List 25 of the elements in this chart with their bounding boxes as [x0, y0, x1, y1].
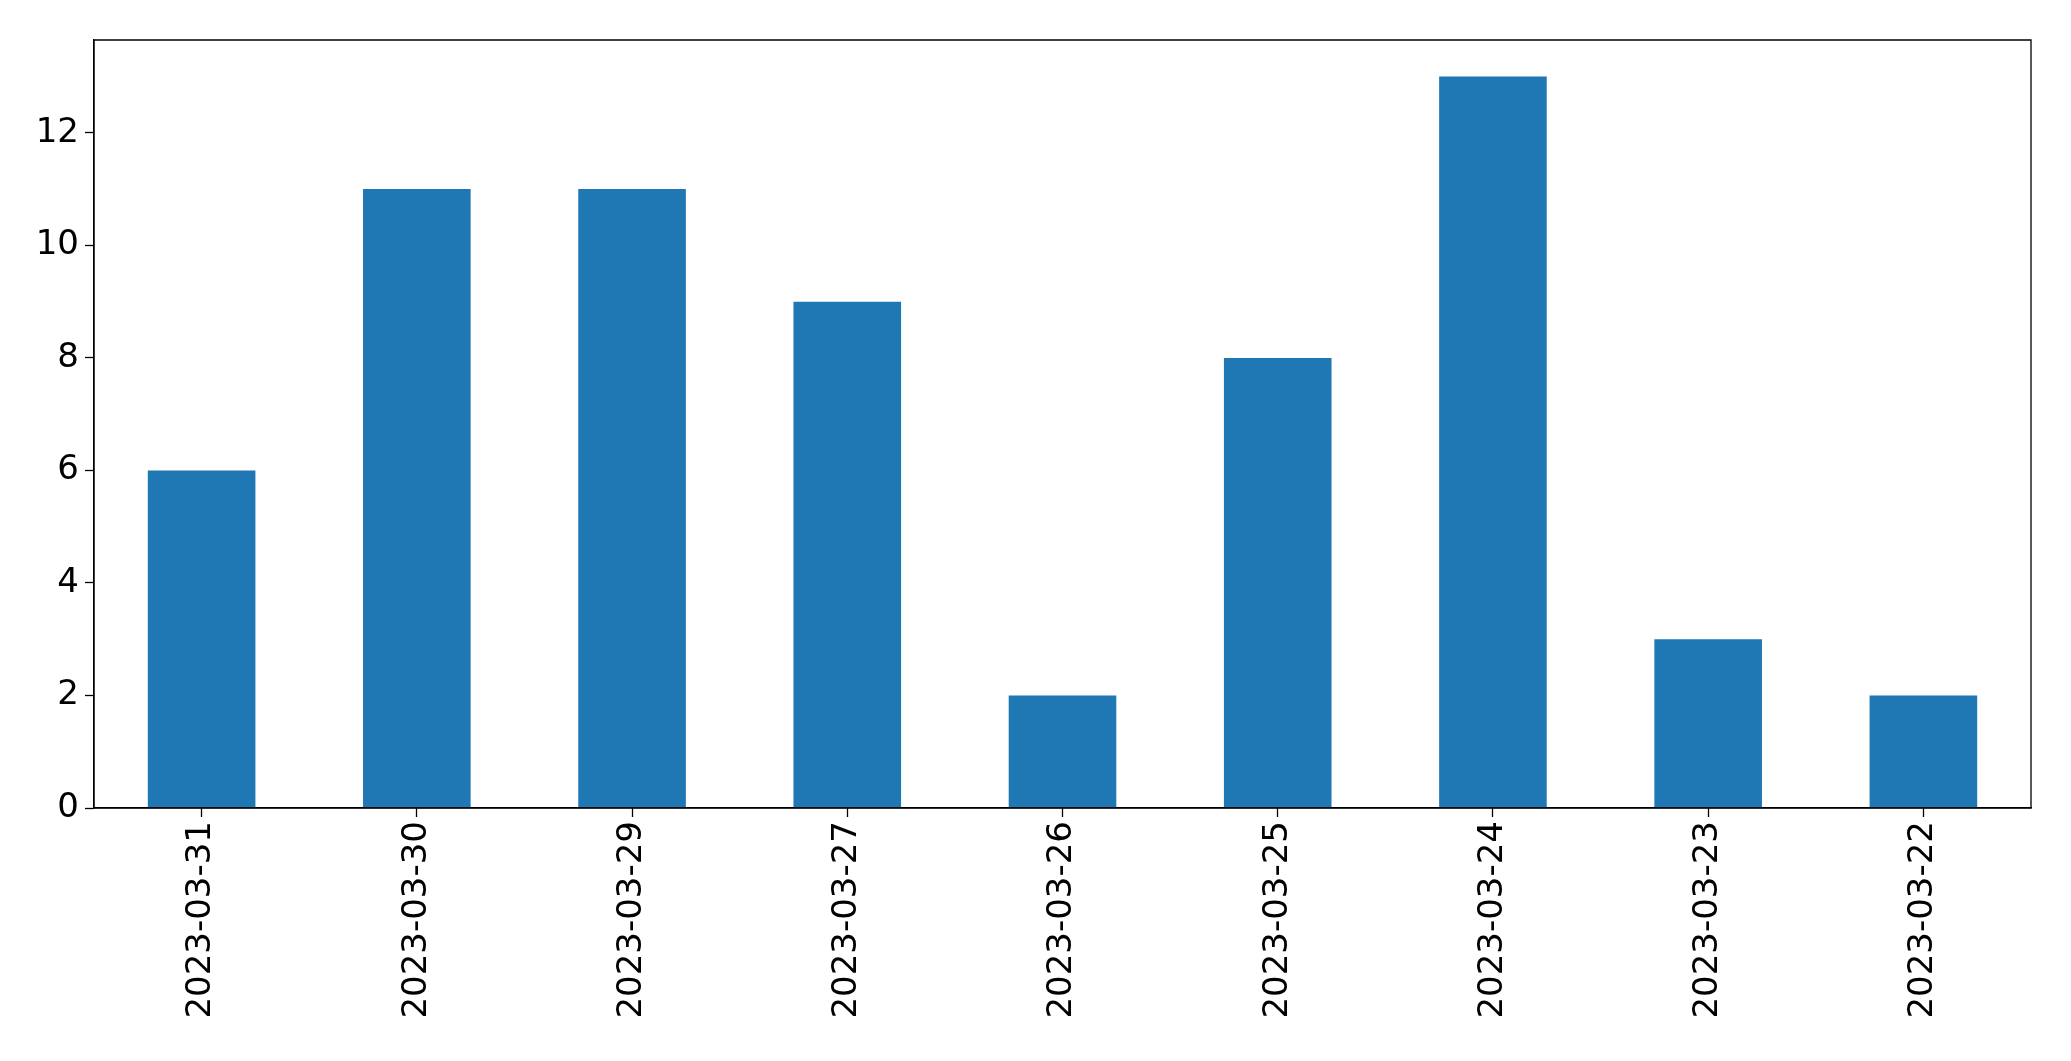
y-tick-label: 2	[57, 672, 79, 713]
x-tick-label: 2023-03-31	[178, 821, 219, 1019]
y-tick-label: 8	[57, 334, 79, 375]
bar	[1654, 639, 1762, 808]
x-tick-label: 2023-03-30	[393, 821, 434, 1019]
x-tick-label: 2023-03-29	[608, 821, 649, 1019]
x-tick-label: 2023-03-23	[1684, 821, 1725, 1019]
x-tick-label: 2023-03-26	[1039, 821, 1080, 1019]
x-tick-label: 2023-03-24	[1469, 821, 1510, 1019]
bar	[363, 189, 471, 808]
bar	[793, 301, 902, 808]
x-tick-label: 2023-03-22	[1900, 821, 1941, 1019]
x-tick-label: 2023-03-25	[1254, 821, 1295, 1019]
bar	[1869, 695, 1978, 808]
bar	[1223, 357, 1332, 808]
bar	[1008, 695, 1117, 808]
y-tick-label: 0	[57, 784, 79, 825]
y-tick-label: 10	[35, 222, 79, 263]
bar	[147, 470, 256, 808]
bar	[578, 189, 686, 808]
y-tick-label: 4	[57, 559, 79, 600]
y-tick-label: 12	[35, 109, 79, 150]
bar	[1439, 76, 1547, 808]
y-tick-label: 6	[57, 447, 79, 488]
x-tick-label: 2023-03-27	[824, 821, 865, 1019]
